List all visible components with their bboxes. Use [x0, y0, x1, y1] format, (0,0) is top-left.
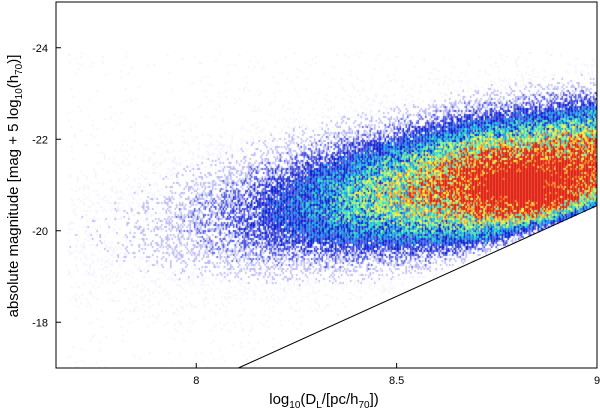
magnitude-limit-line	[238, 205, 598, 369]
x-tick-label: 8	[193, 375, 199, 387]
y-tick-label: -18	[32, 317, 48, 329]
y-tick-label: -24	[32, 43, 48, 55]
y-tick-label: -22	[32, 134, 48, 146]
density-heatmap	[56, 2, 597, 368]
x-tick-label: 9	[594, 375, 600, 387]
plot-frame	[55, 1, 598, 369]
x-axis-title: log10(DL/[pc/h70])	[269, 391, 379, 409]
density-cells	[56, 2, 597, 368]
y-tick-label: -20	[32, 226, 48, 238]
y-axis-ticks: -24 -22 -20 -18	[32, 43, 61, 329]
x-tick-label: 8.5	[389, 375, 404, 387]
y-axis-title: absolute magnitude [mag + 5 log10(h70)]	[5, 55, 25, 318]
x-axis-ticks: 8 8.5 9	[193, 363, 600, 387]
